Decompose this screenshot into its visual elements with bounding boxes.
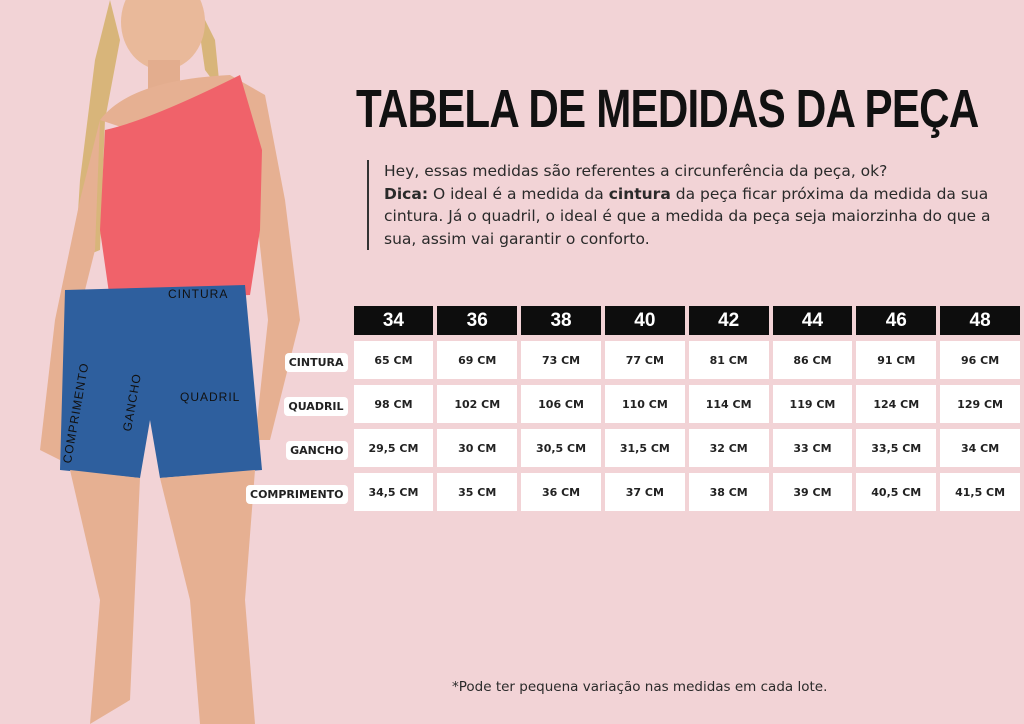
row-label-cell: CINTURA — [246, 341, 350, 379]
table-cell: 39 CM — [772, 473, 853, 511]
row-label: GANCHO — [286, 440, 348, 460]
table-cell: 38 CM — [688, 473, 769, 511]
table-cell: 37 CM — [604, 473, 685, 511]
size-header: 36 — [437, 306, 518, 335]
row-label-cell: QUADRIL — [246, 385, 350, 423]
table-cell: 40,5 CM — [856, 473, 937, 511]
row-label-cell: GANCHO — [246, 429, 350, 467]
table-row: COMPRIMENTO 34,5 CM 35 CM 36 CM 37 CM 38 CM 39… — [246, 473, 1020, 511]
page-title: TABELA DE MEDIDAS DA PEÇA — [356, 79, 979, 139]
table-row: GANCHO 29,5 CM 30 CM 30,5 CM 31,5 CM 32 CM 33 … — [246, 429, 1020, 467]
intro-text: Hey, essas medidas são referentes a circ… — [367, 160, 1007, 250]
table-cell: 114 CM — [688, 385, 769, 423]
table-cell: 98 CM — [353, 385, 434, 423]
row-label: COMPRIMENTO — [246, 484, 348, 504]
table-cell: 69 CM — [437, 341, 518, 379]
size-header: 40 — [604, 306, 685, 335]
table-cell: 29,5 CM — [353, 429, 434, 467]
intro-bold-word: cintura — [608, 184, 671, 203]
model-photo — [40, 0, 300, 724]
table-row: QUADRIL 98 CM 102 CM 106 CM 110 CM 114 CM 119 … — [246, 385, 1020, 423]
photo-label-quadril: QUADRIL — [180, 390, 241, 404]
table-cell: 119 CM — [772, 385, 853, 423]
table-cell: 41,5 CM — [940, 473, 1020, 511]
table-cell: 30,5 CM — [521, 429, 601, 467]
row-label-cell: COMPRIMENTO — [246, 473, 350, 511]
corner — [246, 306, 350, 335]
size-header: 38 — [521, 306, 601, 335]
table-cell: 32 CM — [688, 429, 769, 467]
table-cell: 34 CM — [940, 429, 1020, 467]
table-cell: 86 CM — [772, 341, 853, 379]
table-cell: 34,5 CM — [353, 473, 434, 511]
table-cell: 106 CM — [521, 385, 601, 423]
footnote: *Pode ter pequena variação nas medidas e… — [452, 679, 828, 695]
dica-label: Dica: — [384, 184, 429, 203]
size-header: 46 — [856, 306, 937, 335]
table-cell: 102 CM — [437, 385, 518, 423]
table-row: CINTURA 65 CM 69 CM 73 CM 77 CM 81 CM 86 CM 91 … — [246, 341, 1020, 379]
table-cell: 110 CM — [604, 385, 685, 423]
size-header: 48 — [940, 306, 1020, 335]
size-header: 42 — [688, 306, 769, 335]
row-label: QUADRIL — [284, 396, 348, 416]
table-cell: 96 CM — [940, 341, 1020, 379]
table-cell: 33,5 CM — [856, 429, 937, 467]
table-cell: 91 CM — [856, 341, 937, 379]
table-cell: 30 CM — [437, 429, 518, 467]
table-cell: 36 CM — [521, 473, 601, 511]
intro-text-b: da peça ficar próxima da medida da sua c… — [384, 184, 991, 248]
table-cell: 65 CM — [353, 341, 434, 379]
size-table: 34 36 38 40 42 44 46 48 CINTURA 65 CM 69 CM 73 CM 7… — [242, 300, 1024, 517]
table-cell: 77 CM — [604, 341, 685, 379]
row-label: CINTURA — [284, 352, 348, 372]
table-cell: 129 CM — [940, 385, 1020, 423]
table-cell: 73 CM — [521, 341, 601, 379]
table-cell: 81 CM — [688, 341, 769, 379]
size-header: 34 — [353, 306, 434, 335]
table-cell: 124 CM — [856, 385, 937, 423]
table-cell: 35 CM — [437, 473, 518, 511]
table-cell: 31,5 CM — [604, 429, 685, 467]
table-cell: 33 CM — [772, 429, 853, 467]
photo-label-cintura: CINTURA — [168, 287, 229, 301]
intro-line1: Hey, essas medidas são referentes a circ… — [384, 162, 888, 180]
size-header: 44 — [772, 306, 853, 335]
intro-text-a: O ideal é a medida da — [428, 184, 609, 203]
